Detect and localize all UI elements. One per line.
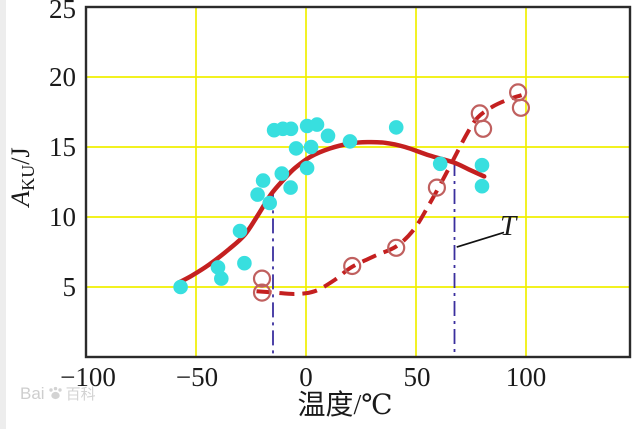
filled-data-point	[288, 141, 304, 156]
y-tick-25: 25	[49, 0, 76, 24]
filled-data-point	[232, 223, 248, 239]
filled-data-point	[210, 260, 226, 275]
x-tick-0: 0	[299, 362, 313, 392]
y-axis-symbol: A	[6, 190, 35, 207]
filled-data-point	[262, 195, 278, 211]
filled-data-point	[309, 117, 325, 132]
filled-data-point	[214, 271, 229, 286]
upper-fit-curve	[176, 139, 487, 286]
filled-data-point	[474, 178, 490, 194]
filled-data-point	[303, 139, 319, 155]
x-axis-title: 温度/℃	[297, 390, 393, 421]
y-tick-10: 10	[49, 202, 76, 232]
x-tick-neg50: −50	[175, 362, 219, 392]
open-data-point	[252, 269, 272, 288]
watermark-brand-text: Bai	[20, 383, 45, 403]
baidu-watermark: Bai 百科	[20, 383, 96, 404]
filled-data-point	[299, 160, 315, 176]
x-tick-neg100: −100	[60, 362, 116, 392]
open-data-point	[387, 238, 406, 257]
y-axis-unit: /J	[6, 147, 35, 165]
open-data-point	[343, 256, 362, 276]
lower-fit-curve	[256, 93, 523, 297]
transition-temperature-label: T	[500, 210, 517, 242]
y-tick-15: 15	[49, 132, 76, 162]
filled-data-point	[250, 187, 265, 202]
filled-data-point	[237, 255, 252, 271]
watermark-suffix-text: 百科	[65, 386, 96, 403]
y-axis-title: AKU/J	[3, 115, 41, 239]
x-tick-100: 100	[505, 362, 547, 392]
annotation-pointer-line	[456, 231, 505, 248]
filled-data-point	[283, 121, 299, 137]
filled-data-point	[320, 128, 336, 144]
scan-edge-artifact	[0, 0, 6, 429]
plot-border	[84, 5, 632, 359]
y-tick-5: 5	[62, 272, 77, 302]
y-tick-20: 20	[49, 62, 76, 92]
open-data-point	[252, 283, 272, 302]
filled-data-point	[255, 173, 271, 188]
filled-data-point	[432, 156, 448, 172]
filled-data-point	[474, 157, 490, 173]
filled-data-point	[173, 279, 188, 295]
filled-data-point	[283, 180, 298, 195]
x-tick-50: 50	[403, 362, 431, 392]
open-data-point	[427, 178, 446, 197]
filled-data-point	[342, 134, 358, 149]
paw-icon	[48, 386, 62, 400]
filled-data-point	[388, 120, 404, 135]
filled-data-point	[274, 166, 290, 181]
open-data-point	[474, 119, 493, 138]
y-axis-subscript: KU	[18, 164, 38, 191]
open-data-point	[511, 98, 531, 117]
